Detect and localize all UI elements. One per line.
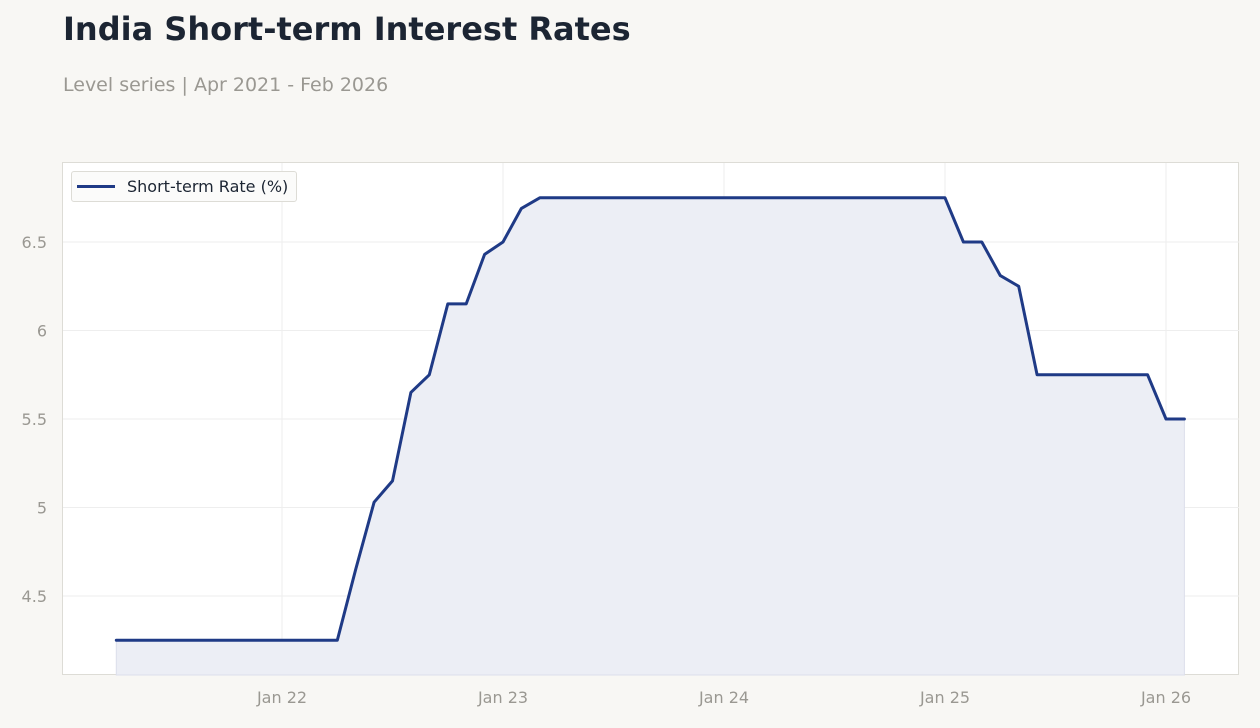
series-line-layer bbox=[114, 196, 1186, 642]
data-point bbox=[851, 196, 854, 199]
data-point bbox=[630, 196, 633, 199]
chart-subtitle: Level series | Apr 2021 - Feb 2026 bbox=[63, 74, 389, 96]
x-tick-label: Jan 26 bbox=[1140, 688, 1191, 707]
data-point bbox=[870, 196, 873, 199]
x-tick-label: Jan 25 bbox=[919, 688, 970, 707]
data-point bbox=[557, 196, 560, 199]
data-point bbox=[649, 196, 652, 199]
data-point bbox=[741, 196, 744, 199]
data-point bbox=[391, 479, 394, 482]
series-line bbox=[114, 196, 1186, 642]
data-point bbox=[262, 639, 265, 642]
data-point bbox=[778, 196, 781, 199]
data-point bbox=[152, 639, 155, 642]
data-point bbox=[281, 639, 284, 642]
y-axis-ticks: 4.5 5 5.5 6 6.5 bbox=[22, 233, 47, 606]
data-point bbox=[796, 196, 799, 199]
data-point bbox=[815, 196, 818, 199]
data-point bbox=[354, 568, 357, 571]
data-point bbox=[520, 207, 523, 210]
data-point bbox=[1017, 285, 1020, 288]
data-point bbox=[980, 241, 983, 244]
legend-swatch bbox=[77, 185, 115, 188]
data-point bbox=[575, 196, 578, 199]
y-tick-label: 4.5 bbox=[22, 587, 47, 606]
data-point bbox=[465, 302, 468, 305]
data-point bbox=[962, 241, 965, 244]
data-point bbox=[1109, 373, 1112, 376]
data-point bbox=[1091, 373, 1094, 376]
data-point bbox=[667, 196, 670, 199]
chart-title: India Short-term Interest Rates bbox=[63, 10, 631, 48]
data-point bbox=[1128, 373, 1131, 376]
data-point bbox=[1183, 418, 1186, 421]
y-tick-label: 6 bbox=[37, 322, 47, 341]
data-point bbox=[409, 391, 412, 394]
data-point bbox=[446, 302, 449, 305]
data-point bbox=[317, 639, 320, 642]
data-point bbox=[428, 373, 431, 376]
data-point bbox=[244, 639, 247, 642]
data-point bbox=[336, 639, 339, 642]
legend-label: Short-term Rate (%) bbox=[127, 177, 289, 196]
data-point bbox=[759, 196, 762, 199]
legend: Short-term Rate (%) bbox=[71, 171, 298, 202]
data-point bbox=[833, 196, 836, 199]
x-tick-label: Jan 23 bbox=[477, 688, 528, 707]
data-point bbox=[188, 639, 191, 642]
data-point bbox=[225, 639, 228, 642]
data-point bbox=[1146, 373, 1149, 376]
x-tick-label: Jan 22 bbox=[256, 688, 307, 707]
data-point bbox=[594, 196, 597, 199]
data-point bbox=[299, 639, 302, 642]
data-point bbox=[888, 196, 891, 199]
data-point bbox=[704, 196, 707, 199]
data-point bbox=[612, 196, 615, 199]
data-point bbox=[115, 639, 118, 642]
y-tick-label: 5.5 bbox=[22, 410, 47, 429]
x-tick-label: Jan 24 bbox=[698, 688, 749, 707]
data-point bbox=[373, 501, 376, 504]
x-axis-ticks: Jan 22 Jan 23 Jan 24 Jan 25 Jan 26 bbox=[256, 688, 1191, 707]
data-point bbox=[1036, 373, 1039, 376]
data-point bbox=[483, 253, 486, 256]
data-point bbox=[723, 196, 726, 199]
data-point bbox=[207, 639, 210, 642]
data-point bbox=[133, 639, 136, 642]
data-point bbox=[1165, 418, 1168, 421]
data-point bbox=[1072, 373, 1075, 376]
data-point bbox=[502, 241, 505, 244]
data-point bbox=[999, 274, 1002, 277]
y-tick-label: 6.5 bbox=[22, 233, 47, 252]
data-point bbox=[907, 196, 910, 199]
data-point bbox=[538, 196, 541, 199]
y-tick-label: 5 bbox=[37, 499, 47, 518]
data-point bbox=[170, 639, 173, 642]
data-point bbox=[686, 196, 689, 199]
data-point bbox=[925, 196, 928, 199]
data-point bbox=[1054, 373, 1057, 376]
data-point bbox=[944, 196, 947, 199]
